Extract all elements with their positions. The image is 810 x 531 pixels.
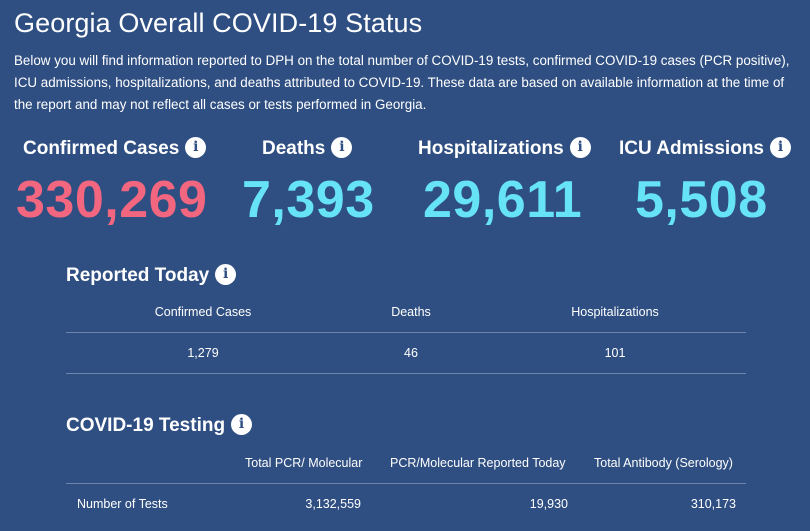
hospitalizations-label-text: Hospitalizations — [418, 138, 564, 159]
confirmed-cases-label-text: Confirmed Cases — [23, 138, 180, 159]
info-icon[interactable]: i — [770, 137, 791, 158]
divider — [66, 483, 746, 484]
confirmed-cases-value: 330,269 — [16, 171, 208, 229]
testing-heading: COVID-19 Testing i — [66, 414, 253, 437]
testing-header-antibody: Total Antibody (Serology) — [594, 456, 733, 470]
reported-value-deaths: 46 — [404, 346, 418, 360]
reported-today-heading: Reported Today i — [66, 264, 237, 287]
reported-header-hospitalizations: Hospitalizations — [571, 305, 659, 319]
testing-value-total-pcr: 3,132,559 — [305, 497, 361, 511]
testing-title: COVID-19 Testing — [66, 415, 226, 436]
hospitalizations-label: Hospitalizations i — [418, 137, 591, 160]
testing-header-pcr-today: PCR/Molecular Reported Today — [390, 456, 566, 470]
reported-header-confirmed: Confirmed Cases — [154, 305, 252, 319]
divider — [66, 332, 746, 333]
deaths-label: Deaths i — [262, 137, 353, 160]
confirmed-cases-label: Confirmed Cases i — [23, 137, 207, 160]
testing-value-antibody: 310,173 — [690, 497, 736, 511]
deaths-value: 7,393 — [242, 171, 375, 229]
hospitalizations-value: 29,611 — [423, 171, 583, 229]
testing-row-label: Number of Tests — [77, 497, 168, 511]
icu-admissions-label-text: ICU Admissions — [619, 138, 764, 159]
reported-today-title: Reported Today — [66, 265, 210, 286]
testing-value-pcr-today: 19,930 — [529, 497, 568, 511]
icu-admissions-value: 5,508 — [635, 171, 768, 229]
page-description: Below you will find information reported… — [14, 53, 790, 112]
testing-header-total-pcr: Total PCR/ Molecular — [245, 456, 363, 470]
info-icon[interactable]: i — [231, 414, 253, 435]
divider — [66, 373, 746, 374]
info-icon[interactable]: i — [185, 137, 207, 158]
page-title: Georgia Overall COVID-19 Status — [14, 8, 423, 38]
reported-header-deaths: Deaths — [391, 305, 431, 319]
info-icon[interactable]: i — [569, 137, 591, 158]
info-icon[interactable]: i — [331, 137, 353, 158]
reported-value-confirmed: 1,279 — [187, 346, 219, 360]
reported-value-hospitalizations: 101 — [604, 346, 626, 360]
info-icon[interactable]: i — [215, 264, 237, 285]
icu-admissions-label: ICU Admissions i — [619, 137, 791, 160]
deaths-label-text: Deaths — [262, 138, 326, 159]
